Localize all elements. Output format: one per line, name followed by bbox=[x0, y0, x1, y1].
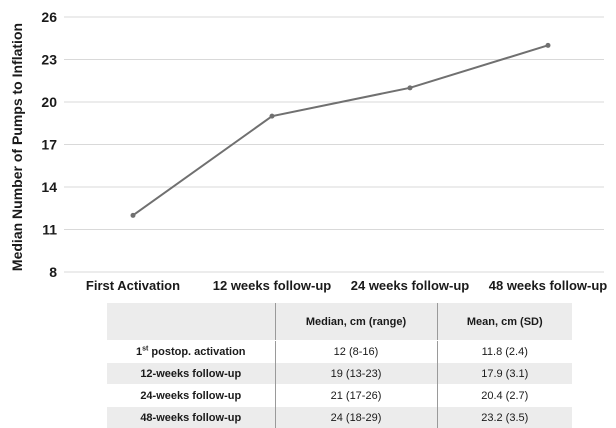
mean-cell: 20.4 (2.7) bbox=[437, 385, 572, 407]
y-tick-label: 20 bbox=[41, 94, 57, 110]
line-chart: 8 11 14 17 20 23 26 First Activation 12 weeks f… bbox=[0, 0, 616, 300]
mean-cell: 17.9 (3.1) bbox=[437, 363, 572, 385]
y-tick-label: 17 bbox=[41, 137, 57, 153]
row-label: 24-weeks follow-up bbox=[107, 385, 275, 407]
mean-cell: 11.8 (2.4) bbox=[437, 341, 572, 363]
row-label: 1st postop. activation bbox=[107, 341, 275, 363]
table-header-empty bbox=[107, 303, 275, 341]
x-tick-label: 48 weeks follow-up bbox=[489, 278, 608, 293]
row-label: 12-weeks follow-up bbox=[107, 363, 275, 385]
x-tick-label: 12 weeks follow-up bbox=[213, 278, 332, 293]
y-axis-ticks: 8 11 14 17 20 23 26 bbox=[41, 9, 57, 280]
data-point bbox=[408, 85, 413, 90]
data-point bbox=[270, 114, 275, 119]
y-tick-label: 23 bbox=[41, 52, 57, 68]
y-tick-label: 11 bbox=[42, 222, 57, 238]
y-axis-label: Median Number of Pumps to Inflation bbox=[9, 23, 25, 271]
table-row: 24-weeks follow-up 21 (17-26) 20.4 (2.7) bbox=[107, 385, 572, 407]
y-tick-label: 8 bbox=[49, 264, 57, 280]
x-axis-ticks: First Activation 12 weeks follow-up 24 wee… bbox=[86, 278, 607, 293]
y-tick-label: 14 bbox=[41, 179, 57, 195]
data-point bbox=[131, 213, 136, 218]
median-cell: 19 (13-23) bbox=[275, 363, 437, 385]
median-cell: 21 (17-26) bbox=[275, 385, 437, 407]
x-tick-label: 24 weeks follow-up bbox=[351, 278, 470, 293]
y-tick-label: 26 bbox=[41, 9, 57, 25]
table-header-mean: Mean, cm (SD) bbox=[437, 303, 572, 341]
x-tick-label: First Activation bbox=[86, 278, 180, 293]
series-median-pumps bbox=[131, 43, 551, 218]
table-row: 1st postop. activation 12 (8-16) 11.8 (2… bbox=[107, 341, 572, 363]
summary-table: Median, cm (range) Mean, cm (SD) 1st pos… bbox=[107, 303, 572, 428]
table-row: 12-weeks follow-up 19 (13-23) 17.9 (3.1) bbox=[107, 363, 572, 385]
table-header-median: Median, cm (range) bbox=[275, 303, 437, 341]
table-header-row: Median, cm (range) Mean, cm (SD) bbox=[107, 303, 572, 341]
data-point bbox=[546, 43, 551, 48]
series-line bbox=[133, 45, 548, 215]
gridlines bbox=[64, 17, 604, 272]
median-cell: 12 (8-16) bbox=[275, 341, 437, 363]
